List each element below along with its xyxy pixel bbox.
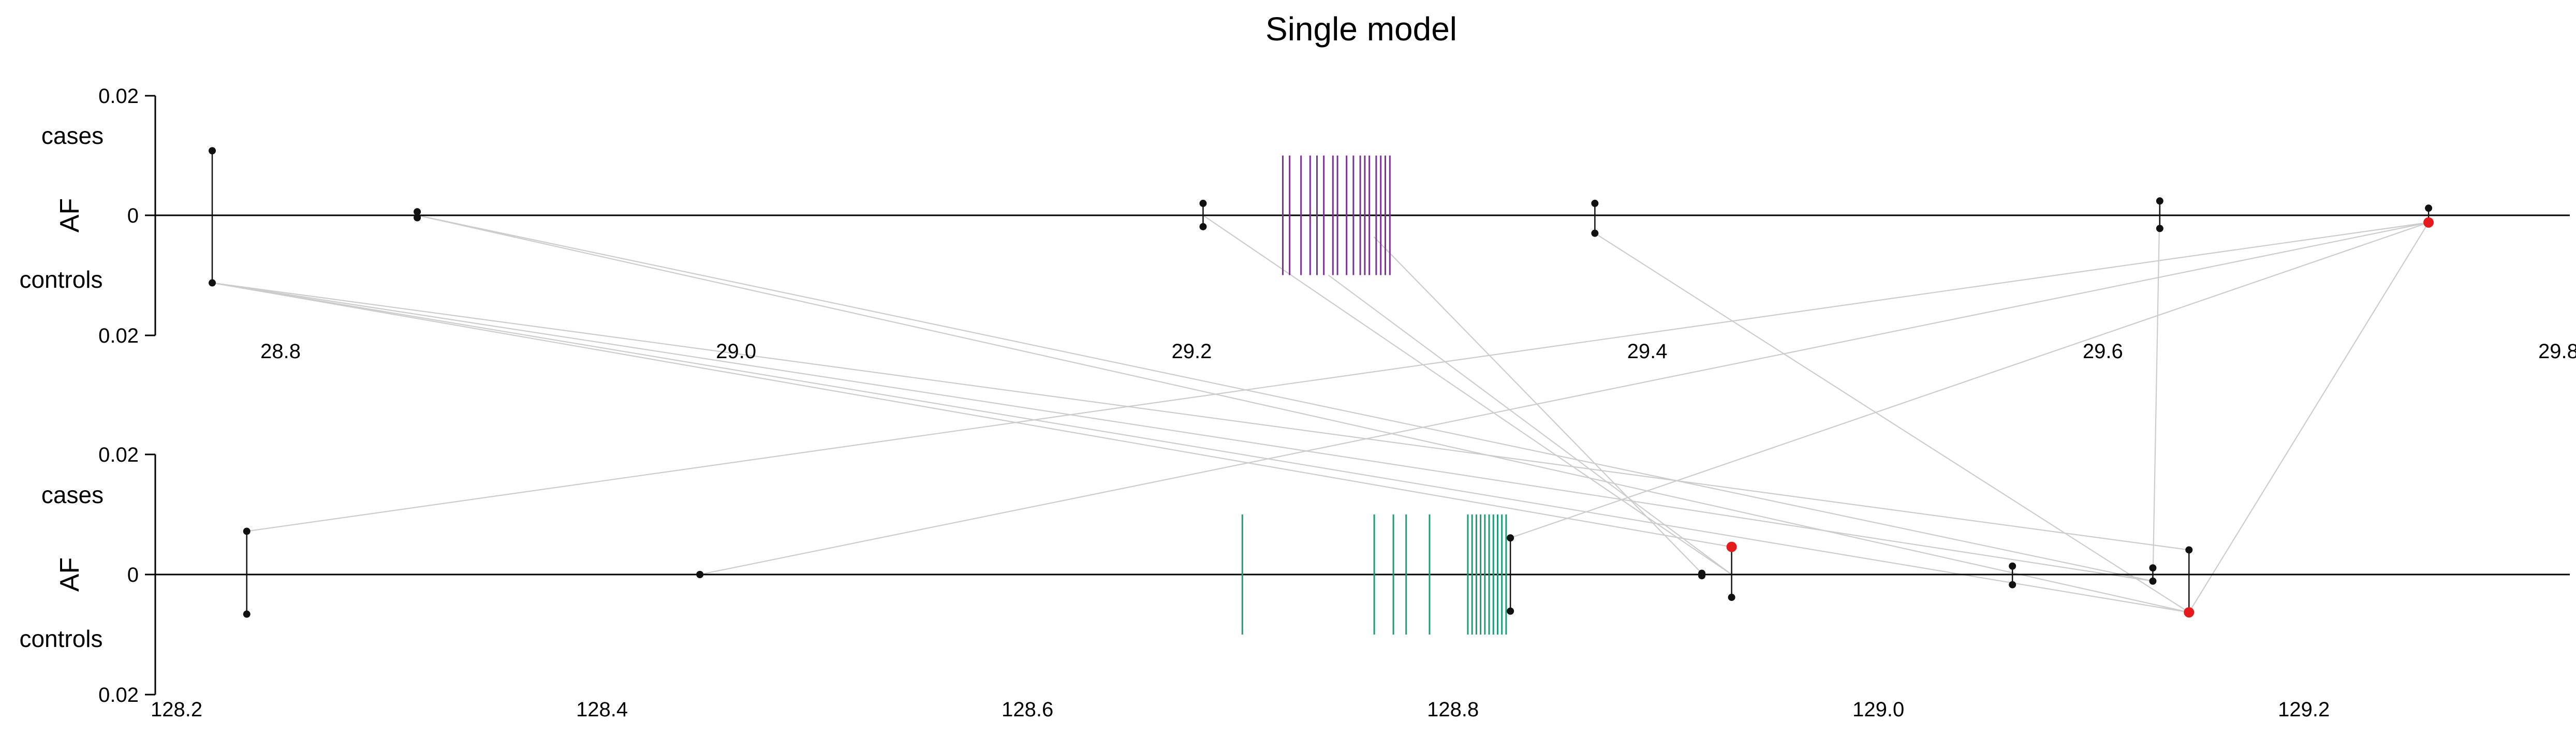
link-line: [1594, 232, 2189, 613]
link-line: [1202, 215, 1732, 575]
control-point: [1728, 594, 1735, 601]
case-point: [243, 527, 251, 535]
panel-top: 0.02 0 0.02 cases controls AF 28.8 29.0 29…: [19, 85, 2576, 363]
control-point: [1591, 229, 1599, 237]
xtick-label: 128.6: [1002, 698, 1053, 721]
link-line: [2152, 201, 2160, 581]
link-line: [212, 282, 2189, 551]
case-point: [1591, 199, 1599, 207]
xticks-bottom: 128.2 128.4 128.6 128.8 129.0 129.2: [151, 698, 2330, 721]
ytick-label-top-zero: 0: [127, 204, 139, 227]
case-point: [2185, 546, 2193, 554]
ylabel-top: AF: [55, 198, 85, 232]
case-point: [414, 208, 421, 216]
xtick-label: 128.8: [1427, 698, 1479, 721]
link-line: [1510, 222, 2429, 539]
control-point: [2184, 607, 2195, 618]
ytick-label-top-upper: 0.02: [98, 85, 139, 108]
ytick-label-top-lower: 0.02: [98, 325, 139, 347]
ytick-label-bottom-upper: 0.02: [98, 444, 139, 466]
links-layer: [212, 201, 2430, 613]
controls-label-top: controls: [19, 266, 102, 293]
link-line: [212, 282, 1732, 548]
ylabel-bottom: AF: [55, 557, 85, 592]
link-line: [417, 214, 2153, 582]
control-point: [243, 610, 251, 618]
gene-ticks-top: [1282, 155, 1391, 275]
control-point: [2423, 217, 2434, 228]
xtick-label: 29.8: [2538, 340, 2576, 363]
case-point: [1726, 541, 1737, 552]
control-point: [1507, 607, 1514, 615]
link-line: [1328, 274, 1732, 575]
case-point: [2156, 197, 2163, 205]
gene-ticks-bottom: [1241, 514, 1507, 635]
control-point: [1698, 572, 1706, 580]
link-line: [1373, 236, 1702, 574]
xtick-label: 129.2: [2278, 698, 2330, 721]
xtick-label: 129.0: [1852, 698, 1904, 721]
ytick-label-bottom-zero: 0: [127, 564, 139, 586]
xticks-top: 28.8 29.0 29.2 29.4 29.6 29.8: [260, 340, 2576, 363]
case-point: [1199, 199, 1207, 207]
cases-label-top: cases: [41, 122, 104, 149]
case-point: [2009, 562, 2016, 570]
chart-title: Single model: [1265, 10, 1457, 48]
variants-top: [209, 147, 2434, 287]
ytick-label-bottom-lower: 0.02: [98, 684, 139, 706]
control-point: [2009, 581, 2016, 588]
xtick-label: 29.6: [2083, 340, 2123, 363]
xtick-label: 128.4: [576, 698, 628, 721]
control-point: [696, 571, 704, 578]
case-point: [2149, 564, 2157, 572]
link-line: [2188, 222, 2430, 613]
link-line: [246, 222, 2429, 532]
link-line: [417, 214, 2189, 613]
xtick-label: 29.0: [716, 340, 756, 363]
cases-label-bottom: cases: [41, 481, 104, 508]
xtick-label: 28.8: [260, 340, 301, 363]
controls-label-bottom: controls: [19, 625, 102, 652]
case-point: [2425, 204, 2433, 212]
link-line: [212, 282, 2189, 613]
link-line: [699, 222, 2429, 576]
panel-bottom: 0.02 0 0.02 cases controls AF 128.2 128.4…: [19, 444, 2570, 721]
xtick-label: 29.2: [1171, 340, 1212, 363]
control-point: [414, 214, 421, 222]
xtick-label: 29.4: [1627, 340, 1668, 363]
control-point: [2156, 225, 2163, 232]
variants-bottom: [243, 527, 2195, 618]
control-point: [209, 279, 216, 287]
control-point: [2149, 577, 2157, 585]
case-point: [1507, 534, 1514, 542]
control-point: [1199, 223, 1207, 230]
case-point: [209, 147, 216, 155]
xtick-label: 128.2: [151, 698, 202, 721]
link-line: [212, 282, 2153, 582]
